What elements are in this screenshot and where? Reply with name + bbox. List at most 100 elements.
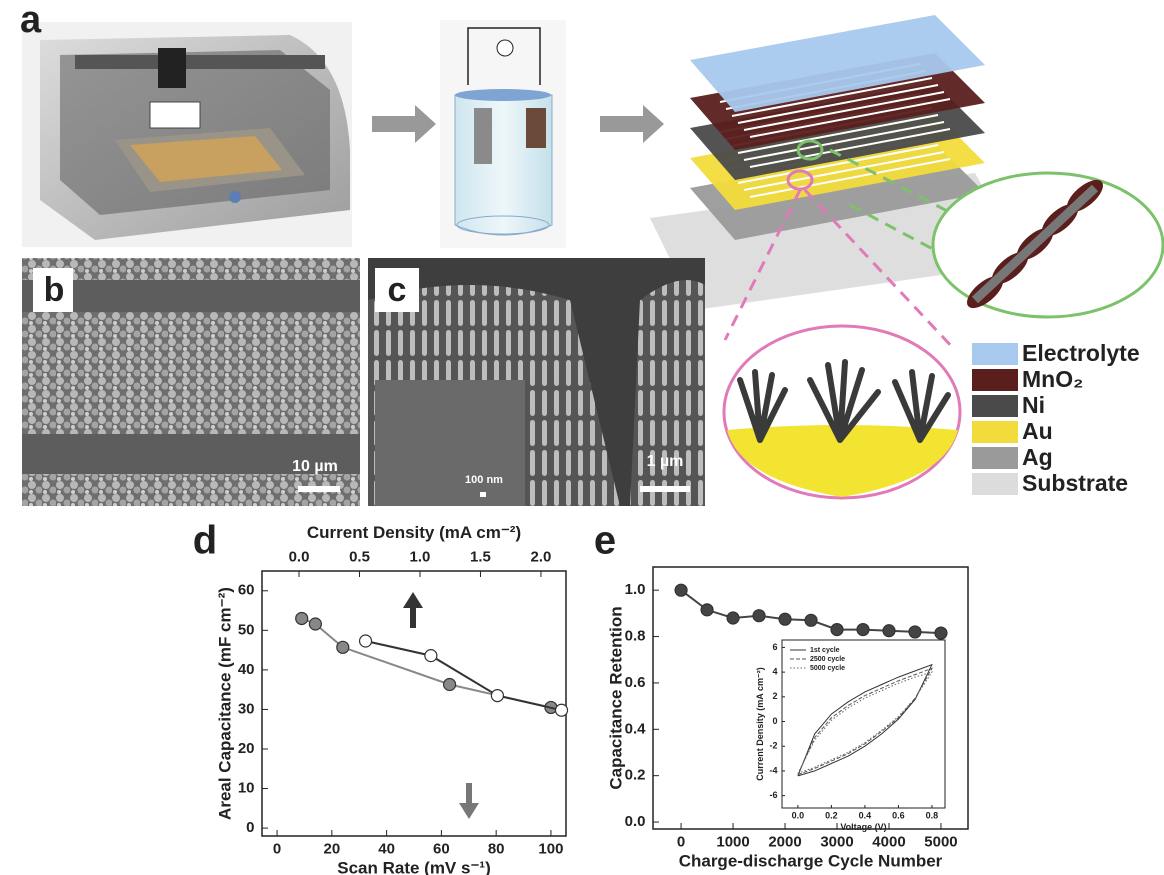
data-point [727,612,739,624]
series-line [366,641,562,710]
data-point [675,584,687,596]
x-axis-title: Voltage (V) [840,822,886,832]
y-tick-label: -6 [769,790,777,800]
y-axis-title: Current Density (mA cm⁻²) [755,667,765,780]
data-point [831,624,843,636]
x-tick-label: 4000 [872,833,905,850]
y-tick-label: 6 [772,642,777,652]
legend-swatch [972,343,1018,365]
data-point [935,627,947,639]
process-arrow [600,105,664,143]
y-tick-label: 0.0 [625,813,646,830]
data-point [556,704,568,716]
legend-label: 5000 cycle [810,665,845,672]
scale-bar-label: 1 µm [647,453,684,470]
y-tick-label: 30 [238,700,255,717]
data-point [444,679,456,691]
x-tick-label: 0.8 [926,810,939,820]
legend-swatch [972,473,1018,495]
x-tick-label: 0 [677,833,685,850]
x-tick-label: 100 [538,840,563,857]
x-tick-label: 0.0 [792,810,805,820]
x-tick-label: 80 [488,840,505,857]
data-point [779,613,791,625]
y-axis-title: Capacitance Retention [606,606,625,789]
plot-frame [782,640,945,808]
x2-tick-label: 1.5 [470,548,491,565]
x-tick-label: 20 [323,840,340,857]
electrodeposition-beaker [440,20,566,248]
trend-arrow [403,592,423,628]
legend-swatch [972,421,1018,443]
trend-arrow [459,783,479,819]
data-point [805,614,817,626]
y-tick-label: 2 [772,691,777,701]
panel-label: e [594,519,616,563]
nanostructure-zoom [933,173,1163,317]
y-tick-label: -4 [769,765,777,775]
y-tick-label: 0 [246,819,254,836]
y-tick-label: 1.0 [625,581,646,598]
x2-tick-label: 0.0 [289,548,310,565]
y-tick-label: 0.8 [625,628,646,645]
x-tick-label: 1000 [716,833,749,850]
data-point [753,610,765,622]
data-point [360,635,372,647]
panel-label: b [44,271,65,309]
series-line [302,619,551,708]
legend-label: Electrolyte [1022,340,1140,366]
x-tick-label: 2000 [768,833,801,850]
data-point [857,624,869,636]
y-axis-title: Areal Capacitance (mF cm⁻²) [215,587,234,820]
legend-label: 1st cycle [810,647,840,654]
x-tick-label: 40 [378,840,395,857]
y-tick-label: 4 [772,666,777,676]
legend-swatch [972,395,1018,417]
y-tick-label: 50 [238,621,255,638]
panel-label: d [193,519,217,563]
x-tick-label: 5000 [924,833,957,850]
x-tick-label: 0.4 [859,810,872,820]
x-tick-label: 60 [433,840,450,857]
legend-label: Ag [1022,444,1053,470]
data-point [701,604,713,616]
x2-tick-label: 0.5 [349,548,370,565]
legend-label: Ni [1022,392,1045,418]
x-axis-title: Scan Rate (mV s⁻¹) [337,858,491,875]
scale-bar-label: 10 µm [292,458,338,475]
x-tick-label: 0.6 [892,810,905,820]
data-point [337,641,349,653]
y-tick-label: 10 [238,780,255,797]
y-tick-label: 60 [238,582,255,599]
y-tick-label: 0.4 [625,720,647,737]
y-tick-label: 0 [772,716,777,726]
nanorod-zoom [724,326,960,498]
scale-bar-label: 100 nm [465,474,503,486]
x2-axis-title: Current Density (mA cm⁻²) [307,523,521,542]
data-point [491,690,503,702]
x-axis-title: Charge-discharge Cycle Number [679,851,943,870]
data-point [425,650,437,662]
y-tick-label: 0.2 [625,767,646,784]
x2-tick-label: 1.0 [410,548,431,565]
panel-label: a [20,0,42,41]
x-tick-label: 0 [273,840,281,857]
panel-label: c [388,271,407,309]
x2-tick-label: 2.0 [531,548,552,565]
chart: 0.0 0.2 0.4 0.6 0.8 -6 -4 -2 0 2 4 6 Voltage (V) Curr… [755,640,945,832]
legend-label: Au [1022,418,1053,444]
data-point [883,625,895,637]
figure: ElectrolyteMnO₂NiAuAgSubstrate b c a d e… [0,0,1164,875]
x-tick-label: 0.2 [825,810,838,820]
legend-label: MnO₂ [1022,366,1083,392]
y-tick-label: 40 [238,661,255,678]
y-tick-label: -2 [769,741,777,751]
y-tick-label: 0.6 [625,674,646,691]
data-point [309,618,321,630]
x-tick-label: 3000 [820,833,853,850]
legend-swatch [972,447,1018,469]
data-point [296,612,308,624]
